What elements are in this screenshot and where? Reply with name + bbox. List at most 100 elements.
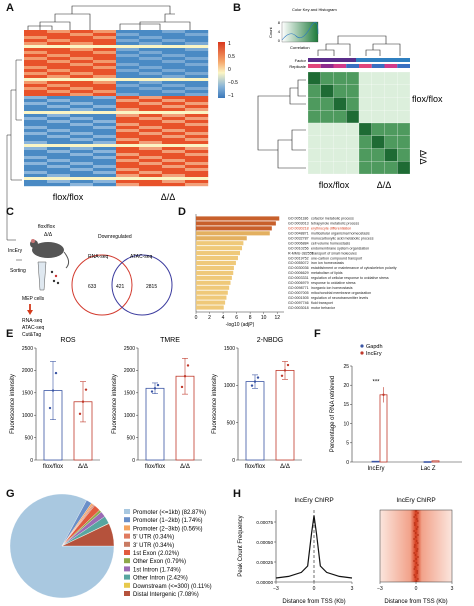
venn-left-label: RNA-seq: [88, 254, 109, 260]
heatmap-cell: [116, 33, 140, 37]
heatmap-cell: [185, 30, 209, 34]
heatmap-cell: [185, 174, 209, 178]
heatmap-cell: [116, 117, 140, 121]
heatmap-cell: [24, 168, 48, 172]
e-plot-1: TMRE 0 500 1000 1500 2000 2500 Fluorescence int…: [112, 337, 202, 470]
heatmap-cell: [93, 75, 117, 79]
heatmap-cell: [24, 165, 48, 169]
downregulated-label: Downregulated: [98, 234, 132, 240]
heatmap-cell: [47, 84, 71, 88]
heatmap-cell: [162, 129, 186, 133]
heatmap-cell: [116, 48, 140, 52]
heatmap-cell: [162, 78, 186, 82]
go-term: cell volume homeostasis: [311, 241, 350, 245]
heatmap-cell: [185, 111, 209, 115]
heatmap-cell: [185, 141, 209, 145]
correlation-cell: [397, 135, 411, 149]
heatmap-cell: [185, 48, 209, 52]
heatmap-cell: [116, 138, 140, 142]
heatmap-cell: [47, 132, 71, 136]
heatmap-cell: [116, 66, 140, 70]
heatmap-cell: [47, 39, 71, 43]
heatmap-cell: [93, 117, 117, 121]
heatmap-cell: [93, 183, 117, 187]
heatmap-cell: [139, 96, 163, 100]
heatmap-cell: [162, 153, 186, 157]
go-term: fluid transport: [311, 301, 333, 305]
pie-legend-swatch: [124, 525, 130, 531]
e-data-point: [156, 383, 160, 387]
heatmap-cell: [24, 93, 48, 97]
heatmap-cell: [139, 51, 163, 55]
heatmap-cell: [93, 36, 117, 40]
heatmap-cell: [185, 120, 209, 124]
heatmap-cell: [47, 144, 71, 148]
heatmap-cell: [47, 162, 71, 166]
go-term: multicellular organismal homeostasis: [311, 232, 370, 236]
h-xtick-label: 3: [351, 586, 354, 592]
go-term: cofactor metabolic process: [311, 217, 354, 221]
key-xlabel: Correlation: [290, 45, 310, 50]
d-xtick-label: 2: [208, 315, 211, 321]
panel-b-correlation: Color Key and Histogram Correlation Coun…: [257, 7, 443, 190]
heatmap-cell: [93, 102, 117, 106]
heatmap-cell: [162, 174, 186, 178]
heatmap-cell: [139, 66, 163, 70]
heatmap-cell: [139, 120, 163, 124]
heatmap-cell: [47, 141, 71, 145]
correlation-cell: [384, 161, 398, 175]
e-data-point: [186, 364, 190, 367]
replicate-cell: [333, 64, 347, 68]
heatmap-cell: [47, 90, 71, 94]
e-ytick-label: 1500: [224, 346, 235, 352]
heatmap-cell: [116, 168, 140, 172]
panel-letter-g: G: [6, 488, 15, 500]
heatmap-cell: [116, 96, 140, 100]
heatmap-cell: [24, 180, 48, 184]
go-bar: [196, 216, 280, 221]
heatmap-cell: [47, 135, 71, 139]
heatmap-cell: [139, 99, 163, 103]
pie-legend-swatch: [124, 574, 130, 580]
correlation-cell: [358, 97, 372, 111]
heatmap-cell: [185, 183, 209, 187]
e-ylabel: Fluorescence intensity: [112, 374, 118, 434]
heatmap-cell: [93, 45, 117, 49]
heatmap-cell: [93, 96, 117, 100]
h-ylabel-group: Peak Count Frequency: [238, 515, 244, 576]
heatmap-cell: [47, 60, 71, 64]
h-xlabel: Distance from TSS (Kb): [282, 599, 345, 605]
go-bar: [196, 300, 226, 305]
heatmap-cell: [185, 90, 209, 94]
heatmap-cell: [162, 36, 186, 40]
go-id: GO:0098771: [288, 286, 309, 290]
correlation-cell: [358, 110, 372, 124]
e-ytick-label: 0: [30, 458, 33, 464]
heatmap-cell: [24, 42, 48, 46]
heatmap-cell: [70, 75, 94, 79]
heatmap-cell: [70, 54, 94, 58]
heatmap-cell: [139, 135, 163, 139]
f-significance: ***: [372, 379, 380, 385]
e-plot-title: ROS: [60, 337, 76, 344]
heatmap-cell: [116, 60, 140, 64]
heatmap-cell: [70, 180, 94, 184]
heatmap-cell: [93, 30, 117, 34]
heatmap-cell: [47, 72, 71, 76]
go-term: regulation of cellular response to oxida…: [311, 276, 389, 280]
correlation-cell: [397, 148, 411, 162]
heatmap-cell: [70, 177, 94, 181]
go-id: GO:0030036: [288, 266, 309, 270]
heatmap-cell: [24, 126, 48, 130]
heatmap-cell: [70, 99, 94, 103]
heatmap-cell: [93, 48, 117, 52]
heatmap-cell: [185, 42, 209, 46]
heatmap-cell: [139, 102, 163, 106]
go-bar: [196, 305, 224, 310]
heatmap-cell: [93, 87, 117, 91]
heatmap-cell: [116, 171, 140, 175]
go-term: response to oxidative stress: [311, 281, 356, 285]
d-xtick-label: 8: [249, 315, 252, 321]
go-id: GO:0003013: [288, 222, 309, 226]
go-bar: [196, 221, 276, 226]
